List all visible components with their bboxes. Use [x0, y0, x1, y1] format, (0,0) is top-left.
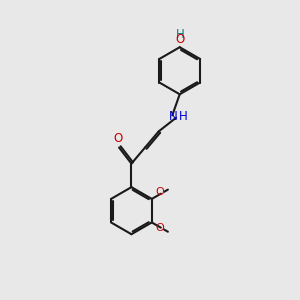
Text: N: N — [169, 110, 178, 123]
Text: O: O — [155, 223, 164, 232]
Text: O: O — [176, 33, 185, 46]
Text: H: H — [179, 110, 188, 123]
Text: H: H — [176, 28, 184, 41]
Text: O: O — [113, 132, 122, 145]
Text: O: O — [155, 188, 164, 197]
